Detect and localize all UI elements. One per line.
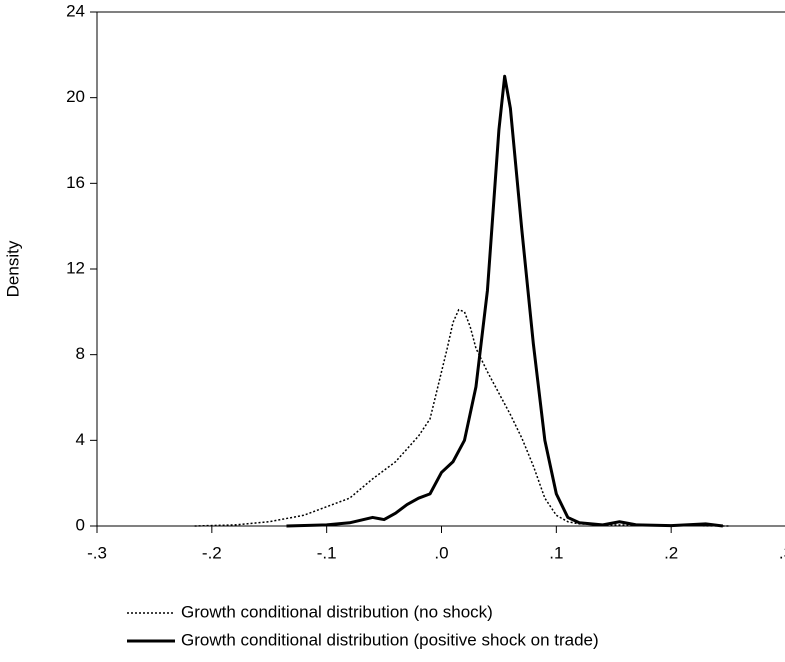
x-tick-label: -.1 — [317, 543, 337, 562]
y-tick-label: 4 — [76, 430, 85, 449]
y-tick-label: 12 — [66, 258, 85, 277]
x-tick-label: -.3 — [87, 543, 107, 562]
x-tick-label: .2 — [664, 543, 678, 562]
y-tick-label: 20 — [66, 87, 85, 106]
legend-label: Growth conditional distribution (no shoc… — [181, 602, 493, 621]
y-tick-label: 0 — [76, 515, 85, 534]
x-tick-label: -.2 — [202, 543, 222, 562]
series-line — [194, 308, 729, 527]
x-tick-label: .0 — [434, 543, 448, 562]
y-axis-label: Density — [3, 240, 22, 297]
y-tick-label: 8 — [76, 344, 85, 363]
legend-label: Growth conditional distribution (positiv… — [181, 630, 599, 649]
plot-frame — [96, 11, 785, 527]
y-tick-label: 16 — [66, 173, 85, 192]
y-tick-label: 24 — [66, 1, 85, 20]
x-tick-label: .1 — [549, 543, 563, 562]
series-line — [286, 74, 724, 528]
x-tick-label: .3 — [779, 543, 785, 562]
